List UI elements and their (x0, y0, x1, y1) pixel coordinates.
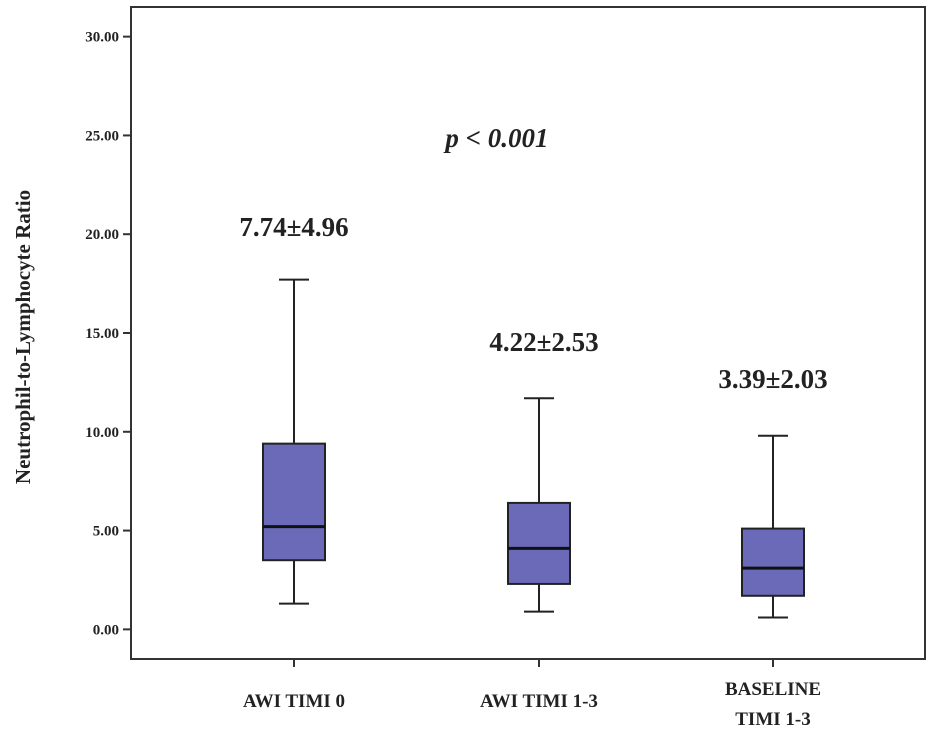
y-tick-label: 20.00 (85, 227, 119, 243)
y-tick-label: 0.00 (93, 622, 119, 638)
y-tick-label: 25.00 (85, 128, 119, 144)
y-axis-title: Neutrophil-to-Lymphocyte Ratio (11, 190, 35, 484)
x-category-label: BASELINE (725, 679, 821, 700)
x-category-label: AWI TIMI 1-3 (480, 691, 598, 712)
iqr-box (741, 527, 805, 597)
iqr-box (507, 501, 571, 585)
iqr-box (262, 442, 326, 562)
p-value-annotation: p < 0.001 (443, 123, 548, 153)
stat-labels: 7.74±4.96 4.22±2.53 3.39±2.03 (239, 212, 827, 394)
y-axis: 0.00 5.00 10.00 15.00 20.00 25.00 30.00 (85, 30, 131, 638)
y-tick-label: 10.00 (85, 425, 119, 441)
box-group (262, 278, 326, 605)
y-tick-label: 5.00 (93, 524, 119, 540)
boxes (262, 278, 805, 619)
box-group (507, 397, 571, 613)
mean-sd-label: 4.22±2.53 (489, 327, 598, 357)
mean-sd-label: 3.39±2.03 (718, 364, 827, 394)
box-group (741, 434, 805, 619)
x-axis: AWI TIMI 0 AWI TIMI 1-3 BASELINE TIMI 1-3 (243, 659, 821, 730)
x-category-label: TIMI 1-3 (735, 709, 810, 730)
y-tick-label: 15.00 (85, 326, 119, 342)
mean-sd-label: 7.74±4.96 (239, 212, 348, 242)
y-tick-label: 30.00 (85, 30, 119, 46)
x-category-label: AWI TIMI 0 (243, 691, 345, 712)
